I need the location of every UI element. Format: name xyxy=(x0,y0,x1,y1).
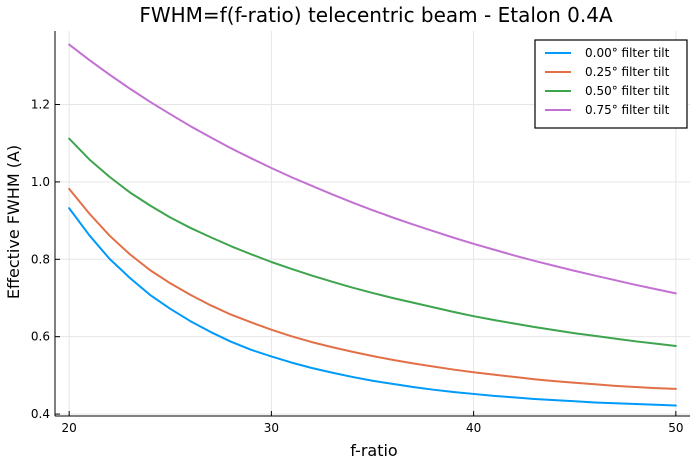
x-tick-label: 50 xyxy=(668,421,683,435)
x-tick-label: 20 xyxy=(62,421,77,435)
legend-label-3: 0.75° filter tilt xyxy=(585,103,670,117)
y-tick-label: 0.8 xyxy=(31,252,50,266)
y-tick-label: 0.6 xyxy=(31,330,50,344)
series-line-1 xyxy=(68,187,677,390)
series-lines xyxy=(68,43,677,407)
legend-box xyxy=(534,39,688,129)
legend-label-1: 0.25° filter tilt xyxy=(585,65,670,79)
axes: 20 30 40 50 0.4 0.6 0.8 1.0 1.2 xyxy=(31,31,690,435)
legend-label-2: 0.50° filter tilt xyxy=(585,84,670,98)
series-line-2 xyxy=(68,137,677,347)
series-line-3 xyxy=(68,43,677,295)
y-axis-label: Effective FWHM (A) xyxy=(4,145,23,299)
y-tick-label: 0.4 xyxy=(31,407,50,421)
y-tick-label: 1.0 xyxy=(31,175,50,189)
chart-title: FWHM=f(f-ratio) telecentric beam - Etalo… xyxy=(139,3,613,27)
y-tick-label: 1.2 xyxy=(31,98,50,112)
x-axis-label: f-ratio xyxy=(350,441,397,460)
x-tick-label: 30 xyxy=(264,421,279,435)
x-tick-label: 40 xyxy=(466,421,481,435)
legend: 0.00° filter tilt 0.25° filter tilt 0.50° … xyxy=(534,39,688,129)
legend-label-0: 0.00° filter tilt xyxy=(585,46,670,60)
series-line-0 xyxy=(68,207,677,407)
